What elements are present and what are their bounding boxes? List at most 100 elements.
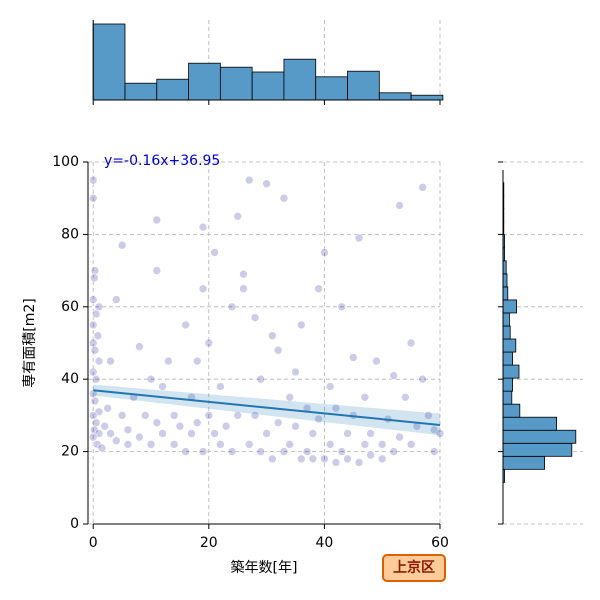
point [366,450,375,460]
bar [502,325,511,340]
bar [188,62,221,101]
point [88,338,98,348]
point [90,396,100,406]
point [91,418,101,427]
point [192,356,202,366]
point [360,392,370,402]
point [389,447,399,456]
point [320,248,329,257]
point [198,222,208,232]
point [343,429,352,438]
badge-box [382,554,446,582]
point [88,367,98,377]
point [395,201,404,210]
point [221,421,231,431]
point [158,429,167,438]
point [92,440,102,449]
point [91,374,101,384]
point [377,440,387,449]
bar [410,94,444,101]
point [285,440,295,449]
bar [502,416,557,431]
point [366,429,375,438]
point [273,345,283,355]
point [360,440,370,449]
point [418,374,427,384]
point [239,269,248,279]
point [239,284,248,294]
bar [502,455,545,470]
point [401,392,410,402]
point [106,429,115,438]
point [100,421,110,431]
point [204,411,214,420]
point [135,432,144,442]
point [331,458,341,467]
point [94,302,104,312]
point [244,175,254,185]
point [198,447,208,456]
point [285,392,295,402]
point [90,345,100,355]
point [256,447,266,456]
point [279,447,289,456]
point [406,338,416,348]
point [279,193,289,203]
point [198,284,208,294]
bar [502,299,518,314]
point [103,403,112,413]
point [314,414,323,424]
point [88,432,98,442]
point [418,183,427,192]
point [250,411,260,420]
point [337,447,347,456]
point [91,309,101,319]
point [90,273,99,283]
point [233,411,243,420]
bar [347,70,380,101]
point [291,367,300,377]
bar [502,429,577,444]
point [268,331,277,341]
bar [502,403,521,418]
confidence-band [93,384,441,436]
point [88,411,98,420]
point [93,331,103,341]
bar [378,92,412,101]
y-tick-label: 40 [61,371,79,387]
point [140,411,150,420]
point [117,411,127,420]
bar [315,76,348,101]
point [296,320,306,330]
annotation: y=-0.16x+36.95 [104,153,220,169]
point [256,374,266,384]
bar [502,286,509,301]
x-tick-label: 60 [431,535,449,551]
point [181,447,190,456]
point [90,425,99,435]
point [227,447,237,456]
y-tick-label: 60 [61,299,79,315]
point [435,429,445,438]
point [158,382,167,391]
point [152,266,162,275]
point [210,248,219,257]
point [146,440,156,449]
point [406,440,416,449]
point [123,440,133,449]
point [354,233,364,243]
point [152,418,162,427]
point [308,429,318,438]
bar [502,390,513,405]
bar [502,351,514,366]
point [88,193,98,203]
regression-line [93,389,441,426]
y-tick-label: 100 [52,154,79,170]
point [395,432,404,442]
point [325,382,335,391]
bar [124,82,158,101]
point [169,440,179,449]
point [331,403,341,413]
bar [502,442,573,457]
